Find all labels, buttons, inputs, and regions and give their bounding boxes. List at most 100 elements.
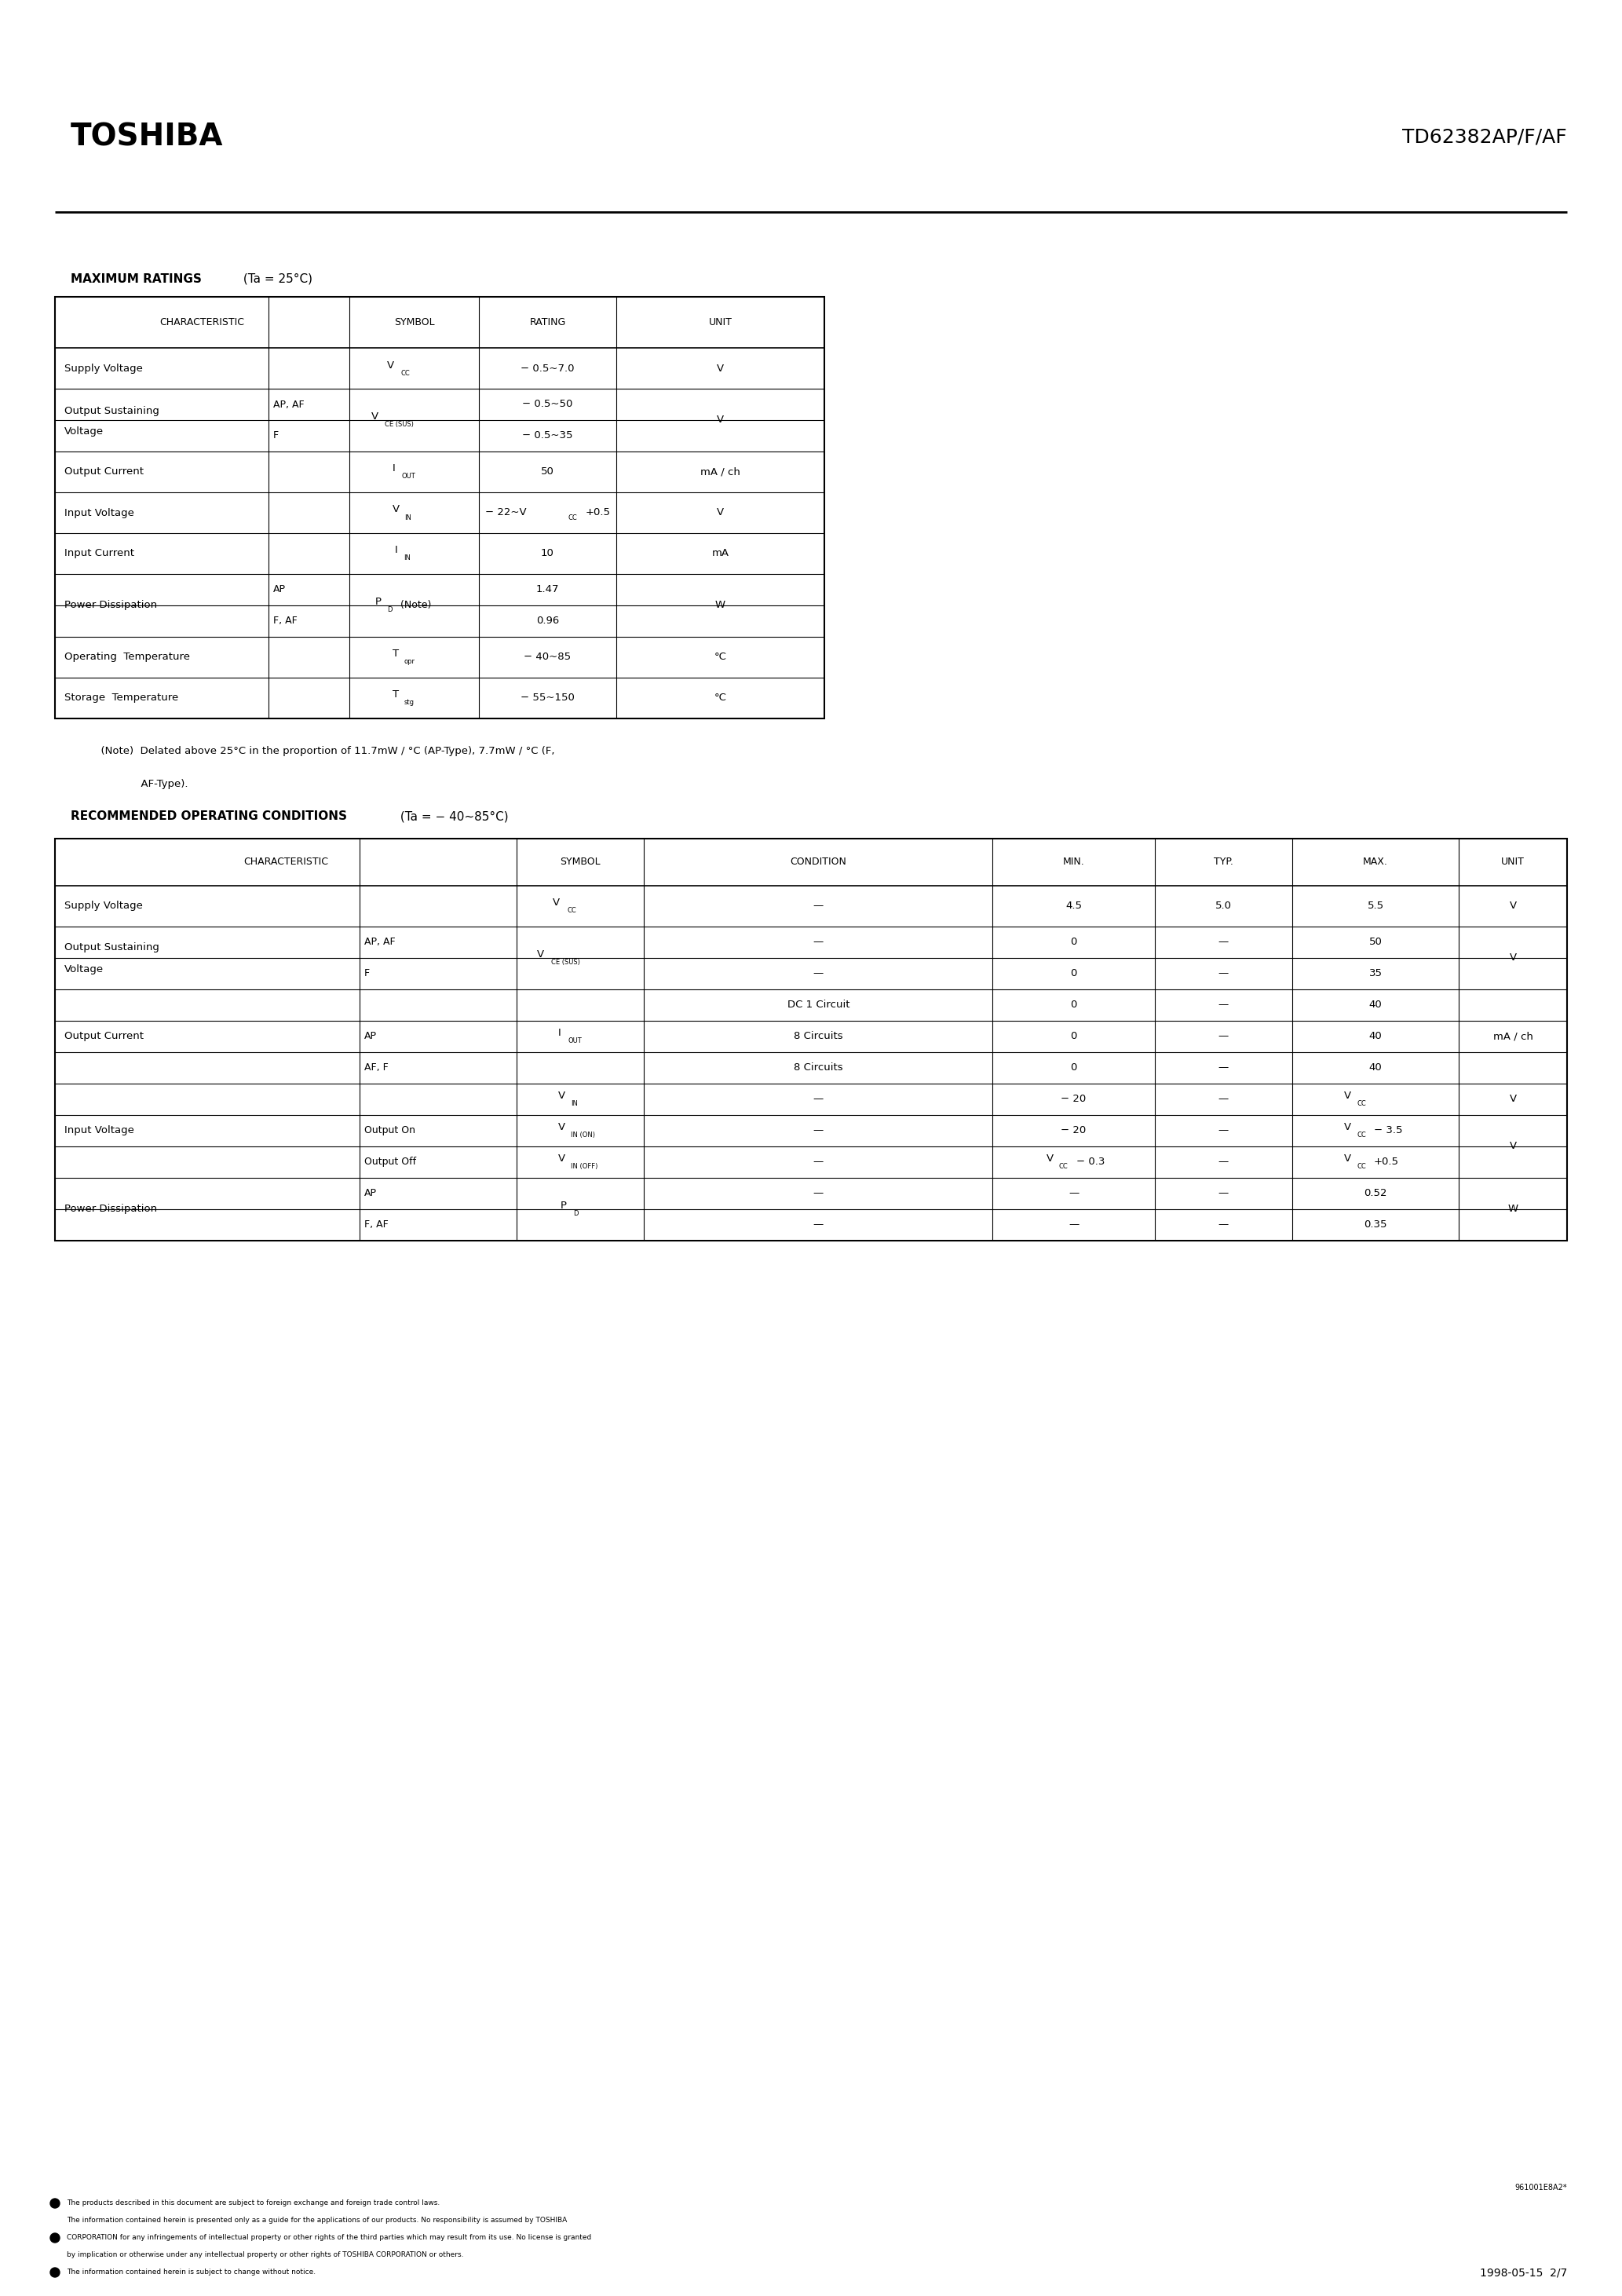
Text: The information contained herein is subject to change without notice.: The information contained herein is subj… [67,2268,316,2275]
Text: 10: 10 [542,549,555,558]
Text: V: V [1510,900,1517,912]
Text: I: I [394,546,397,556]
Text: 0.96: 0.96 [537,615,560,627]
Text: 4.5: 4.5 [1066,900,1082,912]
Text: —: — [1218,1189,1228,1199]
Text: V: V [1046,1155,1053,1164]
Text: V: V [537,951,545,960]
Text: F, AF: F, AF [272,615,297,627]
Text: OUT: OUT [568,1038,582,1045]
Text: AF-Type).: AF-Type). [94,778,188,790]
Text: (Note): (Note) [397,599,431,611]
Text: CHARACTERISTIC: CHARACTERISTIC [243,856,328,868]
Text: 35: 35 [1369,969,1382,978]
Text: − 40~85: − 40~85 [524,652,571,661]
Text: V: V [1510,1095,1517,1104]
Text: Output Current: Output Current [65,466,144,478]
Text: V: V [553,898,560,909]
Text: —: — [813,1219,824,1231]
Text: AP, AF: AP, AF [272,400,305,409]
Text: —: — [813,969,824,978]
Text: Voltage: Voltage [65,427,104,436]
Text: UNIT: UNIT [709,317,732,328]
Text: —: — [1218,1001,1228,1010]
Text: W: W [1508,1203,1518,1215]
Text: Input Current: Input Current [65,549,135,558]
Text: I: I [393,464,396,473]
Text: 8 Circuits: 8 Circuits [793,1031,843,1042]
Text: − 0.5~7.0: − 0.5~7.0 [521,363,574,374]
Text: stg: stg [404,700,414,707]
Text: V: V [717,507,723,519]
Text: (Ta = 25°C): (Ta = 25°C) [240,273,313,285]
Text: (Note)  Delated above 25°C in the proportion of 11.7mW / °C (AP-Type), 7.7mW / °: (Note) Delated above 25°C in the proport… [94,746,555,755]
Text: T: T [393,650,399,659]
Text: IN: IN [404,556,410,563]
Text: RATING: RATING [529,317,566,328]
Text: DC 1 Circuit: DC 1 Circuit [787,1001,850,1010]
Text: CC: CC [1356,1132,1366,1139]
Text: —: — [1218,1031,1228,1042]
Text: − 0.5~35: − 0.5~35 [522,432,573,441]
Text: MIN.: MIN. [1062,856,1085,868]
Text: UNIT: UNIT [1502,856,1525,868]
Text: AP: AP [363,1189,376,1199]
Text: V: V [558,1123,566,1132]
Text: AP: AP [272,585,285,595]
Text: RECOMMENDED OPERATING CONDITIONS: RECOMMENDED OPERATING CONDITIONS [71,810,347,822]
Text: V: V [393,505,399,514]
Text: 50: 50 [1369,937,1382,948]
Text: mA / ch: mA / ch [701,466,740,478]
Text: +0.5: +0.5 [586,507,611,519]
Text: 5.0: 5.0 [1215,900,1231,912]
Text: I: I [558,1029,561,1038]
Text: − 0.5~50: − 0.5~50 [522,400,573,409]
Text: IN (OFF): IN (OFF) [571,1164,599,1171]
Circle shape [50,2200,60,2209]
Text: —: — [813,937,824,948]
Text: CC: CC [401,370,410,377]
Text: P: P [375,597,381,608]
Text: F: F [272,432,279,441]
Text: Output On: Output On [363,1125,415,1137]
Text: T: T [393,689,399,700]
Text: —: — [1218,1219,1228,1231]
Text: CONDITION: CONDITION [790,856,847,868]
Text: SYMBOL: SYMBOL [560,856,600,868]
Text: mA: mA [712,549,728,558]
Text: Input Voltage: Input Voltage [65,507,135,519]
Text: The products described in this document are subject to foreign exchange and fore: The products described in this document … [67,2200,440,2206]
Text: —: — [1218,937,1228,948]
Text: Output Sustaining: Output Sustaining [65,944,159,953]
Text: − 20: − 20 [1061,1095,1087,1104]
Text: °C: °C [714,652,727,661]
Text: 961001E8A2*: 961001E8A2* [1515,2183,1567,2193]
Text: —: — [813,1157,824,1166]
Text: TYP.: TYP. [1213,856,1233,868]
Text: CE (SUS): CE (SUS) [551,960,581,967]
Text: Operating  Temperature: Operating Temperature [65,652,190,661]
Circle shape [50,2234,60,2243]
Text: CC: CC [1356,1100,1366,1107]
Text: TD62382AP/F/AF: TD62382AP/F/AF [1403,129,1567,147]
Text: W: W [715,599,725,611]
Text: CC: CC [1059,1164,1067,1171]
Text: mA / ch: mA / ch [1494,1031,1533,1042]
Text: V: V [1345,1123,1351,1132]
Text: D: D [388,606,393,613]
Circle shape [50,2268,60,2278]
Text: Power Dissipation: Power Dissipation [65,1203,157,1215]
Text: IN: IN [571,1100,577,1107]
Text: CC: CC [568,514,577,521]
Text: − 0.3: − 0.3 [1075,1157,1105,1166]
Text: Output Sustaining: Output Sustaining [65,406,159,416]
Text: OUT: OUT [402,473,415,480]
Text: V: V [386,360,394,370]
Bar [55,296,824,719]
Text: Power Dissipation: Power Dissipation [65,599,157,611]
Text: 5.5: 5.5 [1367,900,1384,912]
Text: P: P [561,1201,568,1212]
Text: +0.5: +0.5 [1374,1157,1400,1166]
Text: MAX.: MAX. [1362,856,1388,868]
Text: 40: 40 [1369,1031,1382,1042]
